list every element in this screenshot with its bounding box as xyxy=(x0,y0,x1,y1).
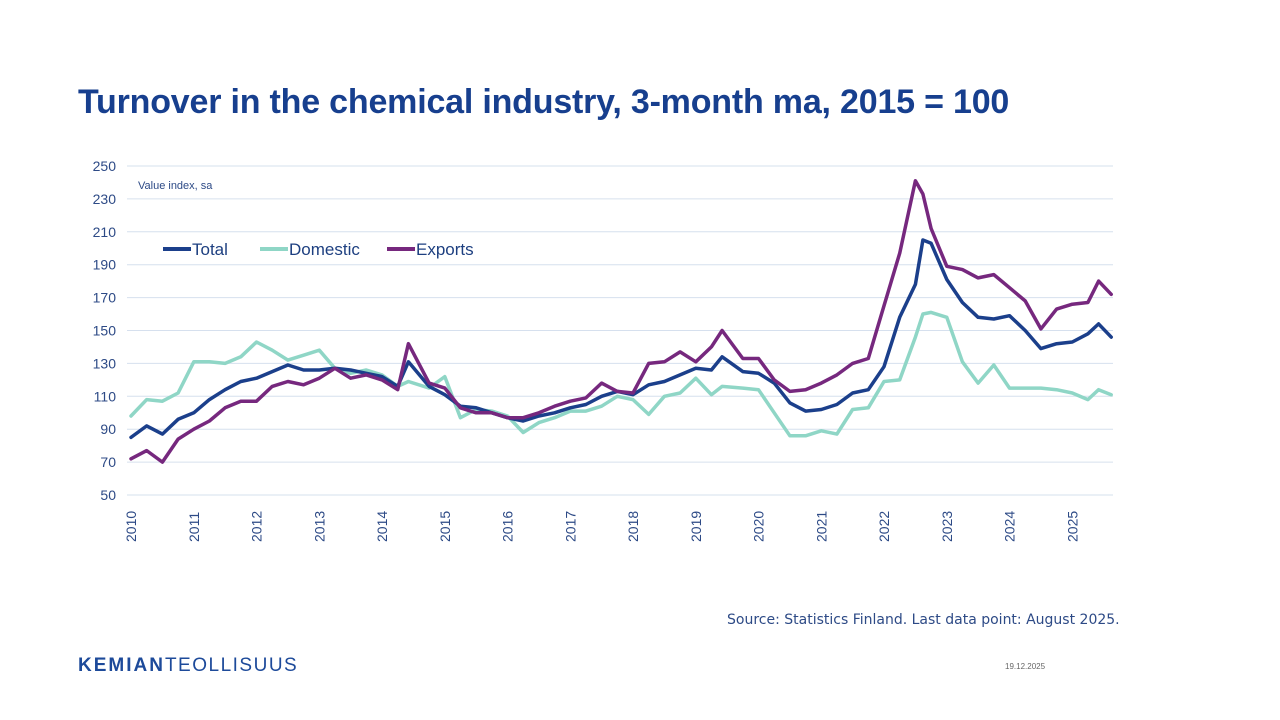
y-tick-label: 50 xyxy=(100,487,116,503)
y-tick-label: 210 xyxy=(93,224,117,240)
legend-label: Total xyxy=(192,240,228,259)
y-tick-label: 150 xyxy=(93,323,117,339)
chart-legend: Total Domestic Exports xyxy=(163,240,474,259)
x-tick-label: 2013 xyxy=(311,511,327,542)
source-note: Source: Statistics Finland. Last data po… xyxy=(727,612,1120,628)
y-tick-label: 170 xyxy=(93,290,117,306)
x-tick-label: 2025 xyxy=(1064,511,1080,542)
slide-date: 19.12.2025 xyxy=(1005,662,1046,671)
x-tick-label: 2022 xyxy=(876,511,892,542)
y-tick-label: 70 xyxy=(100,454,116,470)
legend-label: Domestic xyxy=(289,240,360,259)
page-title: Turnover in the chemical industry, 3-mon… xyxy=(78,83,1010,121)
y-tick-label: 190 xyxy=(93,257,117,273)
y-tick-label: 110 xyxy=(94,388,117,404)
logo-light: TEOLLISUUS xyxy=(164,655,299,676)
gridlines xyxy=(127,165,1113,496)
x-tick-label: 2015 xyxy=(437,511,453,542)
x-tick-label: 2020 xyxy=(751,511,767,542)
legend-item-total: Total xyxy=(163,240,228,259)
y-axis-ticks: 50 70 90 110 130 150 170 190 210 230 250 xyxy=(93,158,117,503)
x-tick-label: 2018 xyxy=(625,511,641,542)
x-tick-label: 2010 xyxy=(123,511,139,542)
y-tick-label: 130 xyxy=(93,355,117,371)
x-tick-label: 2021 xyxy=(813,511,829,542)
x-tick-label: 2011 xyxy=(186,512,202,542)
x-axis-ticks: 2010 2011 2012 2013 2014 2015 2016 2017 2018 2019… xyxy=(123,511,1080,542)
y-tick-label: 250 xyxy=(93,158,117,174)
y-tick-label: 90 xyxy=(100,421,116,437)
logo-bold: KEMIAN xyxy=(78,655,165,676)
chart-annotation: Value index, sa xyxy=(138,180,213,192)
logo: KEMIANTEOLLISUUS xyxy=(78,655,298,677)
x-tick-label: 2014 xyxy=(374,511,390,542)
x-tick-label: 2012 xyxy=(249,511,265,542)
y-tick-label: 230 xyxy=(93,191,117,207)
x-tick-label: 2016 xyxy=(500,511,516,542)
x-tick-label: 2017 xyxy=(562,511,578,542)
series-line-domestic xyxy=(129,310,1113,438)
legend-item-domestic: Domestic xyxy=(260,240,360,259)
series-line-exports xyxy=(129,179,1113,464)
x-tick-label: 2023 xyxy=(939,511,955,542)
legend-label: Exports xyxy=(416,240,474,259)
legend-item-exports: Exports xyxy=(387,240,474,259)
series-lines xyxy=(129,179,1113,464)
x-tick-label: 2024 xyxy=(1002,511,1018,542)
x-tick-label: 2019 xyxy=(688,511,704,542)
